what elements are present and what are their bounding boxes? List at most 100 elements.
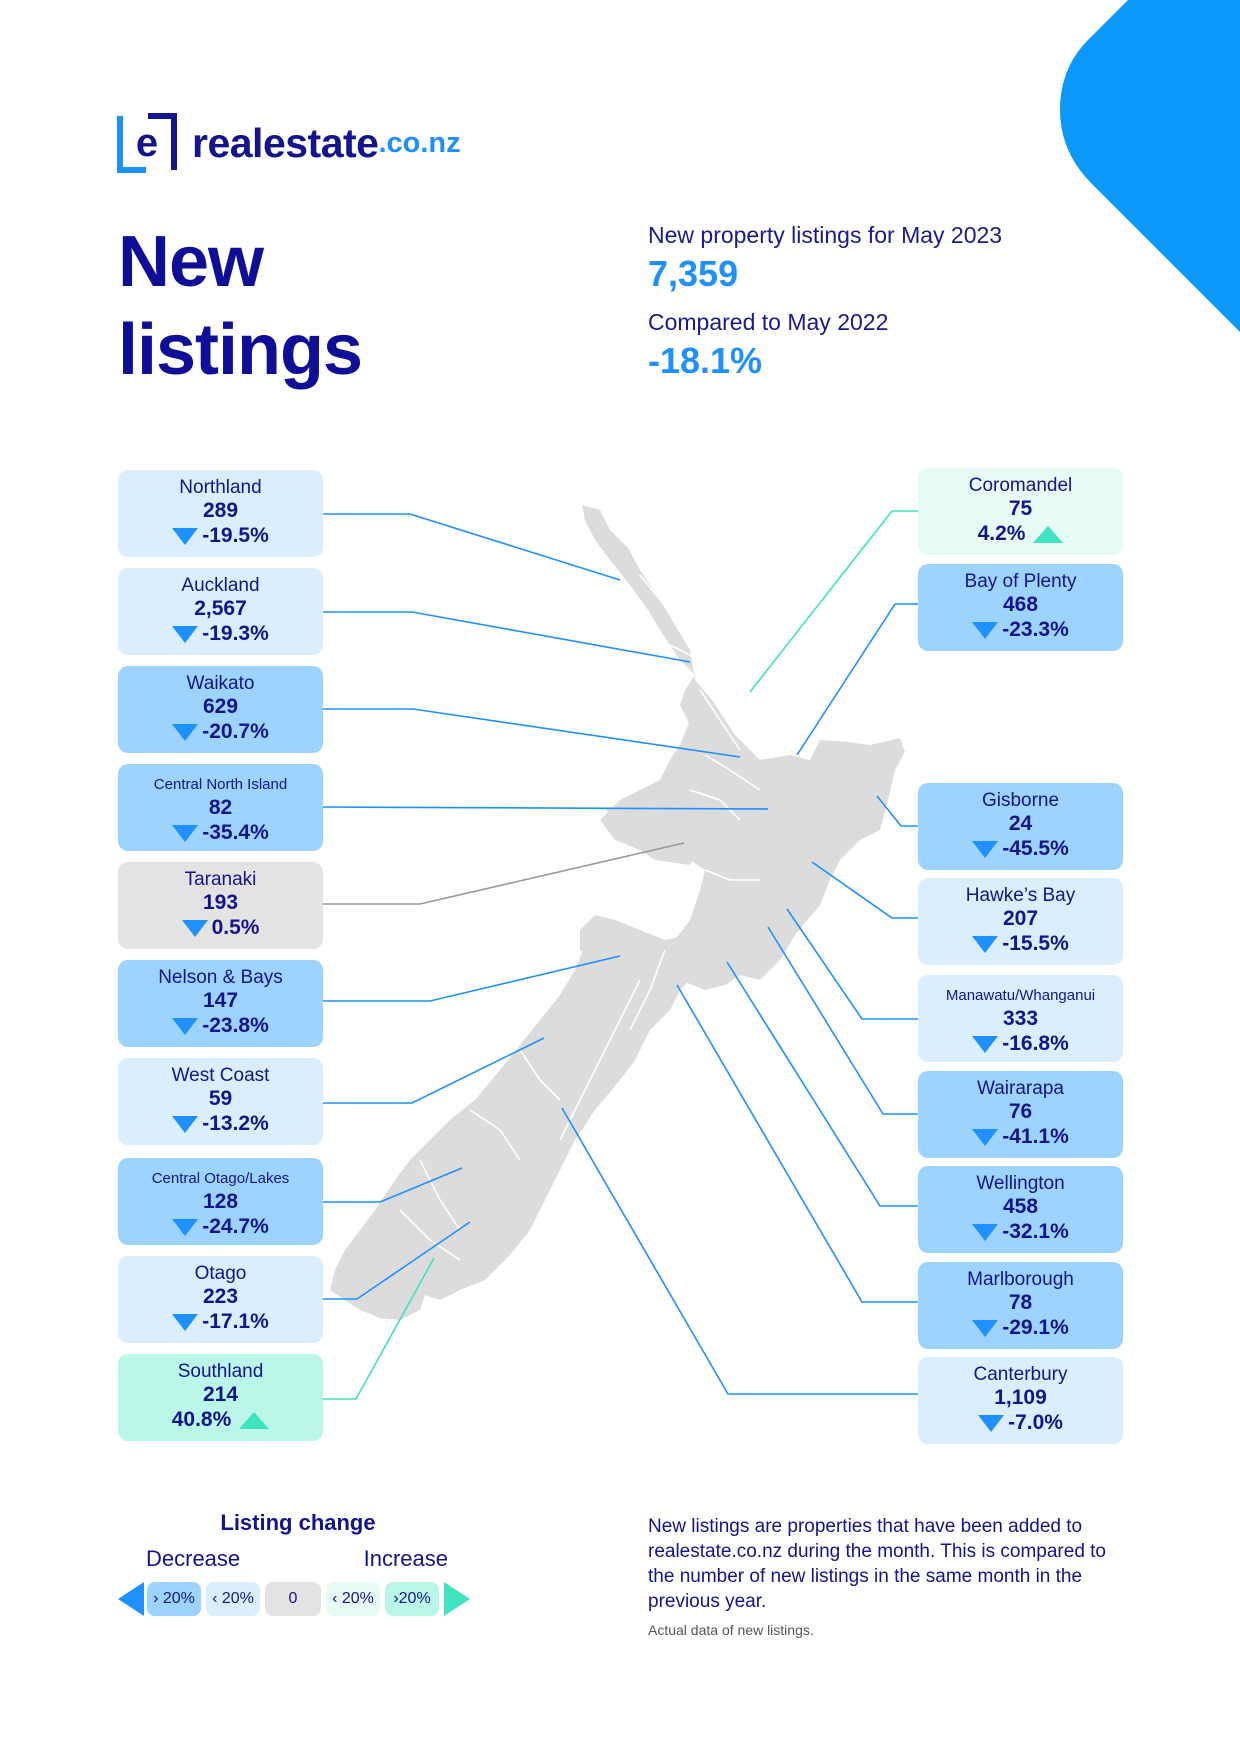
region-name: Wellington [976, 1173, 1065, 1194]
decrease-arrow-icon [172, 1017, 199, 1035]
leader-wellington [726, 961, 918, 1207]
south-island-shape [330, 915, 705, 1320]
decrease-arrow-icon [972, 1223, 999, 1241]
region-change: -15.5% [918, 931, 1123, 957]
leader-bay-of-plenty [796, 603, 918, 756]
region-change: -17.1% [118, 1309, 323, 1335]
decrease-arrow-icon [172, 824, 199, 842]
region-card-manawatu-whanganui: Manawatu/Whanganui 333 -16.8% [918, 975, 1123, 1062]
decrease-arrow-icon [972, 1035, 999, 1053]
region-name: Gisborne [981, 790, 1060, 811]
decrease-scale-arrow-icon [118, 1582, 144, 1616]
legend-scale: › 20% ‹ 20% 0 ‹ 20% ›20% [118, 1582, 478, 1616]
region-name: Northland [179, 477, 262, 498]
region-value: 78 [1008, 1291, 1033, 1314]
leader-auckland [322, 611, 691, 663]
decrease-arrow-icon [972, 1128, 999, 1146]
leader-hawkes-bay [811, 861, 918, 919]
region-card-wellington: Wellington 458 -32.1% [918, 1166, 1123, 1253]
region-card-gisborne: Gisborne 24 -45.5% [918, 783, 1123, 870]
region-change: -16.8% [918, 1031, 1123, 1057]
region-card-otago: Otago 223 -17.1% [118, 1256, 323, 1343]
region-change: -29.1% [918, 1315, 1123, 1341]
region-name: Manawatu/Whanganui [945, 987, 1096, 1004]
region-name: Auckland [181, 575, 260, 596]
legend-increase-label: Increase [363, 1546, 448, 1571]
compare-label: Compared to May 2022 [648, 309, 889, 335]
region-card-wairarapa: Wairarapa 76 -41.1% [918, 1071, 1123, 1158]
decrease-arrow-icon [172, 625, 199, 643]
region-change: -24.7% [118, 1214, 323, 1240]
legend-bucket-decrease-under-20: ‹ 20% [206, 1582, 260, 1616]
summary-panel: New property listings for May 2023 7,359… [648, 222, 1002, 382]
region-change: -19.3% [118, 621, 323, 647]
region-value: 207 [1002, 907, 1039, 930]
region-value: 147 [202, 989, 239, 1012]
region-change: -20.7% [118, 719, 323, 745]
leader-marlborough [676, 984, 918, 1303]
north-island-shape [582, 505, 905, 990]
legend-bucket-increase-under-20: ‹ 20% [326, 1582, 380, 1616]
leader-southland [322, 1257, 435, 1400]
legend: Listing change Decrease Increase › 20% ‹… [118, 1510, 478, 1616]
region-change: -23.3% [918, 617, 1123, 643]
region-change: -23.8% [118, 1013, 323, 1039]
decrease-arrow-icon [172, 1313, 199, 1331]
region-change: -13.2% [118, 1111, 323, 1137]
region-change: 0.5% [118, 915, 323, 941]
legend-title: Listing change [220, 1510, 376, 1535]
region-value: 24 [1008, 812, 1033, 835]
region-name: Otago [194, 1263, 247, 1284]
region-card-canterbury: Canterbury 1,109 -7.0% [918, 1357, 1123, 1444]
legend-bucket-neutral: 0 [265, 1582, 321, 1616]
region-value: 193 [202, 891, 239, 914]
decrease-arrow-icon [972, 1319, 999, 1337]
region-name: Nelson & Bays [158, 967, 283, 988]
region-value: 2,567 [194, 597, 247, 620]
region-card-central-north-island: Central North Island 82 -35.4% [118, 764, 323, 851]
region-card-auckland: Auckland 2,567 -19.3% [118, 568, 323, 655]
increase-arrow-icon [239, 1411, 270, 1429]
region-name: West Coast [171, 1065, 270, 1086]
region-name: Taranaki [184, 869, 257, 890]
title-line-1: New [118, 222, 264, 302]
region-name: Bay of Plenty [964, 571, 1077, 592]
region-value: 468 [1002, 593, 1039, 616]
leader-coromandel [749, 510, 918, 693]
summary-total: 7,359 [648, 253, 739, 294]
region-value: 629 [202, 695, 239, 718]
decrease-arrow-icon [972, 621, 999, 639]
leader-west-coast [322, 1037, 545, 1104]
region-name: Central North Island [153, 776, 288, 793]
region-value: 333 [1002, 1007, 1039, 1030]
region-change: -35.4% [118, 820, 323, 846]
decrease-arrow-icon [172, 1115, 199, 1133]
region-change: -45.5% [918, 836, 1123, 862]
region-value: 82 [208, 796, 233, 819]
footnote: Actual data of new listings. [648, 1622, 814, 1638]
decrease-arrow-icon [972, 935, 999, 953]
region-change: 40.8% [118, 1407, 323, 1433]
logo-mark-icon: e [116, 112, 178, 174]
region-value: 128 [202, 1190, 239, 1213]
legend-bucket-decrease-over-20: › 20% [147, 1582, 201, 1616]
leader-canterbury [561, 1107, 918, 1395]
leader-waikato [322, 708, 741, 758]
region-name: Canterbury [973, 1364, 1068, 1385]
region-name: Marlborough [967, 1269, 1074, 1290]
brand-name: realestate [192, 119, 379, 166]
summary-label: New property listings for May 2023 [648, 222, 1003, 248]
region-value: 214 [202, 1383, 239, 1406]
brand-logo[interactable]: e realestate .co.nz [116, 112, 461, 174]
region-change: 4.2% [918, 521, 1123, 547]
region-value: 59 [208, 1087, 233, 1110]
leader-northland [322, 513, 621, 581]
leader-gisborne [876, 795, 918, 827]
region-name: Coromandel [968, 475, 1073, 496]
title-line-2: listings [118, 310, 363, 390]
decrease-arrow-icon [172, 1218, 199, 1236]
region-name: Southland [177, 1361, 264, 1382]
region-card-northland: Northland 289 -19.5% [118, 470, 323, 557]
leader-central-otago [322, 1167, 463, 1203]
